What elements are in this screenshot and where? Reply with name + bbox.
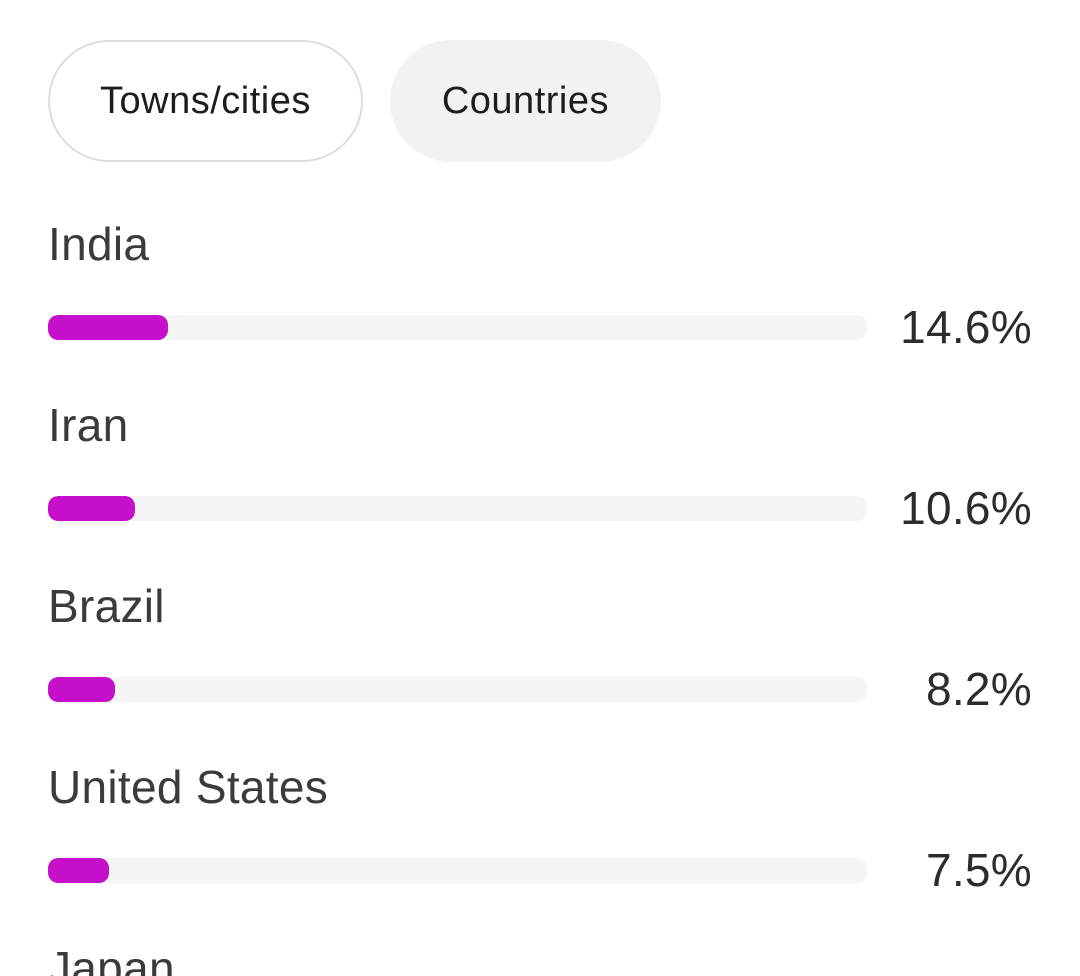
country-label: Iran [48,399,129,451]
bar-track [48,676,867,702]
bar-line: 8.2% [48,662,1032,716]
filter-chip-group: Towns/cities Countries [48,40,1032,162]
table-row: United States 7.5% [48,761,1032,897]
bar-track [48,495,867,521]
bar-line: 10.6% [48,481,1032,535]
country-label: India [48,218,150,270]
tab-towns-cities-label: Towns/cities [100,79,311,122]
bar-fill [48,314,168,340]
table-row: India 14.6% [48,218,1032,354]
bar-fill [48,857,110,883]
tab-countries[interactable]: Countries [389,40,661,162]
table-row: Japan 6.0% [48,942,1032,976]
country-label: Brazil [48,580,165,632]
bar-fill [48,676,116,702]
countries-bar-list: India 14.6% Iran 10.6% Brazil 8.2% Unite… [48,218,1032,976]
country-label: United States [48,761,329,813]
bar-track [48,857,867,883]
bar-line: 14.6% [48,300,1032,354]
percent-value: 7.5% [925,844,1032,896]
country-label: Japan [48,942,175,976]
percent-value: 14.6% [900,301,1032,353]
table-row: Iran 10.6% [48,399,1032,535]
bar-fill [48,495,135,521]
bar-line: 7.5% [48,843,1032,897]
percent-value: 8.2% [925,663,1032,715]
tab-towns-cities[interactable]: Towns/cities [48,40,363,162]
tab-countries-label: Countries [441,79,609,122]
bar-track [48,314,867,340]
percent-value: 10.6% [900,482,1032,534]
table-row: Brazil 8.2% [48,580,1032,716]
